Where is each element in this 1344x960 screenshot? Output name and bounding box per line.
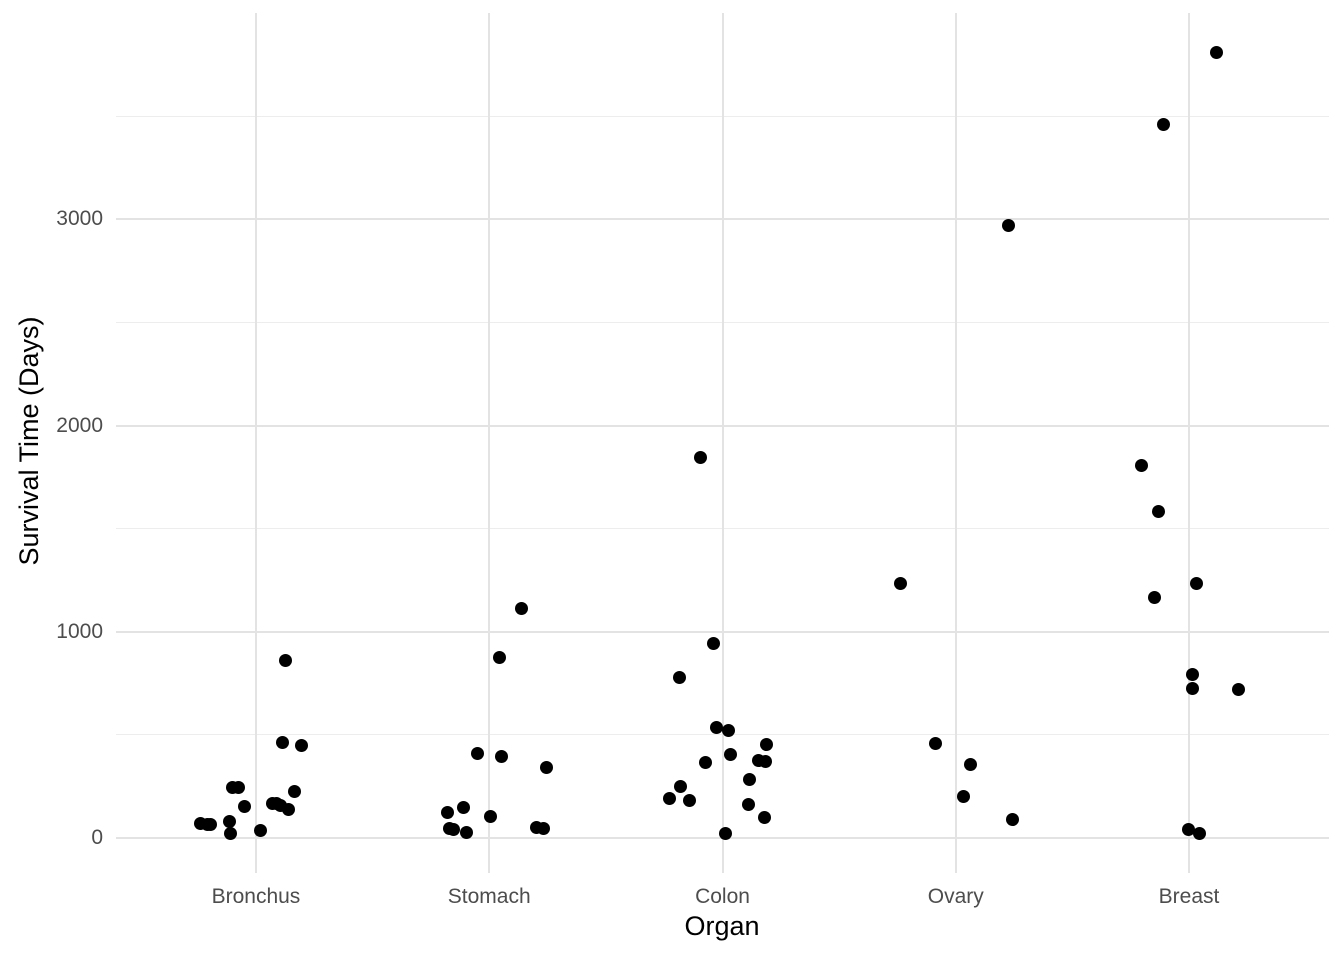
data-point [674, 780, 687, 794]
data-point [1189, 576, 1203, 590]
x-tick-label-ovary: Ovary [927, 885, 984, 908]
data-point [279, 654, 293, 668]
data-point [964, 758, 978, 772]
data-point [282, 802, 296, 816]
data-point [957, 790, 971, 803]
data-point [719, 827, 732, 841]
data-point [254, 823, 268, 837]
x-gridline-colon [721, 13, 724, 873]
data-point [1002, 219, 1016, 233]
data-point [1185, 668, 1199, 682]
data-point [1156, 118, 1170, 132]
data-point [1231, 683, 1245, 697]
data-point [699, 756, 712, 770]
data-point [276, 736, 290, 750]
data-point [204, 818, 218, 832]
data-point [1181, 823, 1195, 837]
data-point [494, 749, 508, 763]
data-point [223, 814, 237, 828]
x-axis-title: Organ [684, 911, 760, 941]
data-point [929, 737, 943, 751]
data-point [536, 821, 550, 835]
data-point [288, 785, 302, 799]
x-gridline-ovary [954, 13, 957, 873]
y-tick-label: 3000 [56, 207, 103, 231]
data-point [238, 800, 252, 814]
plot-panel [116, 13, 1329, 873]
data-point [760, 737, 773, 751]
data-point [224, 827, 238, 841]
data-point [894, 577, 908, 590]
data-point [470, 746, 484, 760]
data-point [1185, 681, 1199, 695]
data-point [710, 720, 723, 734]
data-point [743, 773, 756, 787]
data-point [1006, 813, 1020, 827]
data-point [759, 754, 772, 768]
data-point [742, 797, 755, 811]
y-tick-label: 0 [91, 825, 103, 849]
data-point [683, 794, 696, 808]
data-point [724, 747, 737, 761]
data-point [758, 810, 771, 824]
data-point [1192, 826, 1206, 840]
data-point [673, 671, 686, 685]
x-gridline-breast [1188, 13, 1191, 873]
data-point [440, 805, 454, 819]
data-point [539, 761, 553, 775]
data-point [1151, 505, 1165, 519]
data-point [226, 780, 240, 794]
data-point [1147, 591, 1161, 605]
y-axis-title-text: Survival Time (Days) [14, 316, 44, 566]
x-tick-label-bronchus: Bronchus [211, 885, 301, 908]
x-gridline-stomach [488, 13, 491, 873]
data-point [446, 822, 460, 836]
y-tick-label: 2000 [56, 413, 103, 437]
data-point [722, 724, 735, 738]
x-tick-label-stomach: Stomach [447, 885, 531, 908]
data-point [1209, 46, 1223, 60]
data-point [694, 451, 707, 465]
data-point [459, 826, 473, 840]
data-point [492, 650, 506, 664]
y-tick-label: 1000 [56, 619, 103, 643]
data-point [456, 801, 470, 815]
data-point [295, 738, 309, 752]
data-point [707, 637, 720, 651]
x-gridline-bronchus [254, 13, 257, 873]
x-tick-label-breast: Breast [1158, 885, 1220, 908]
x-tick-label-colon: Colon [695, 885, 750, 908]
data-point [1134, 459, 1148, 473]
data-point [483, 810, 497, 824]
data-point [663, 792, 676, 806]
data-point [514, 602, 528, 616]
